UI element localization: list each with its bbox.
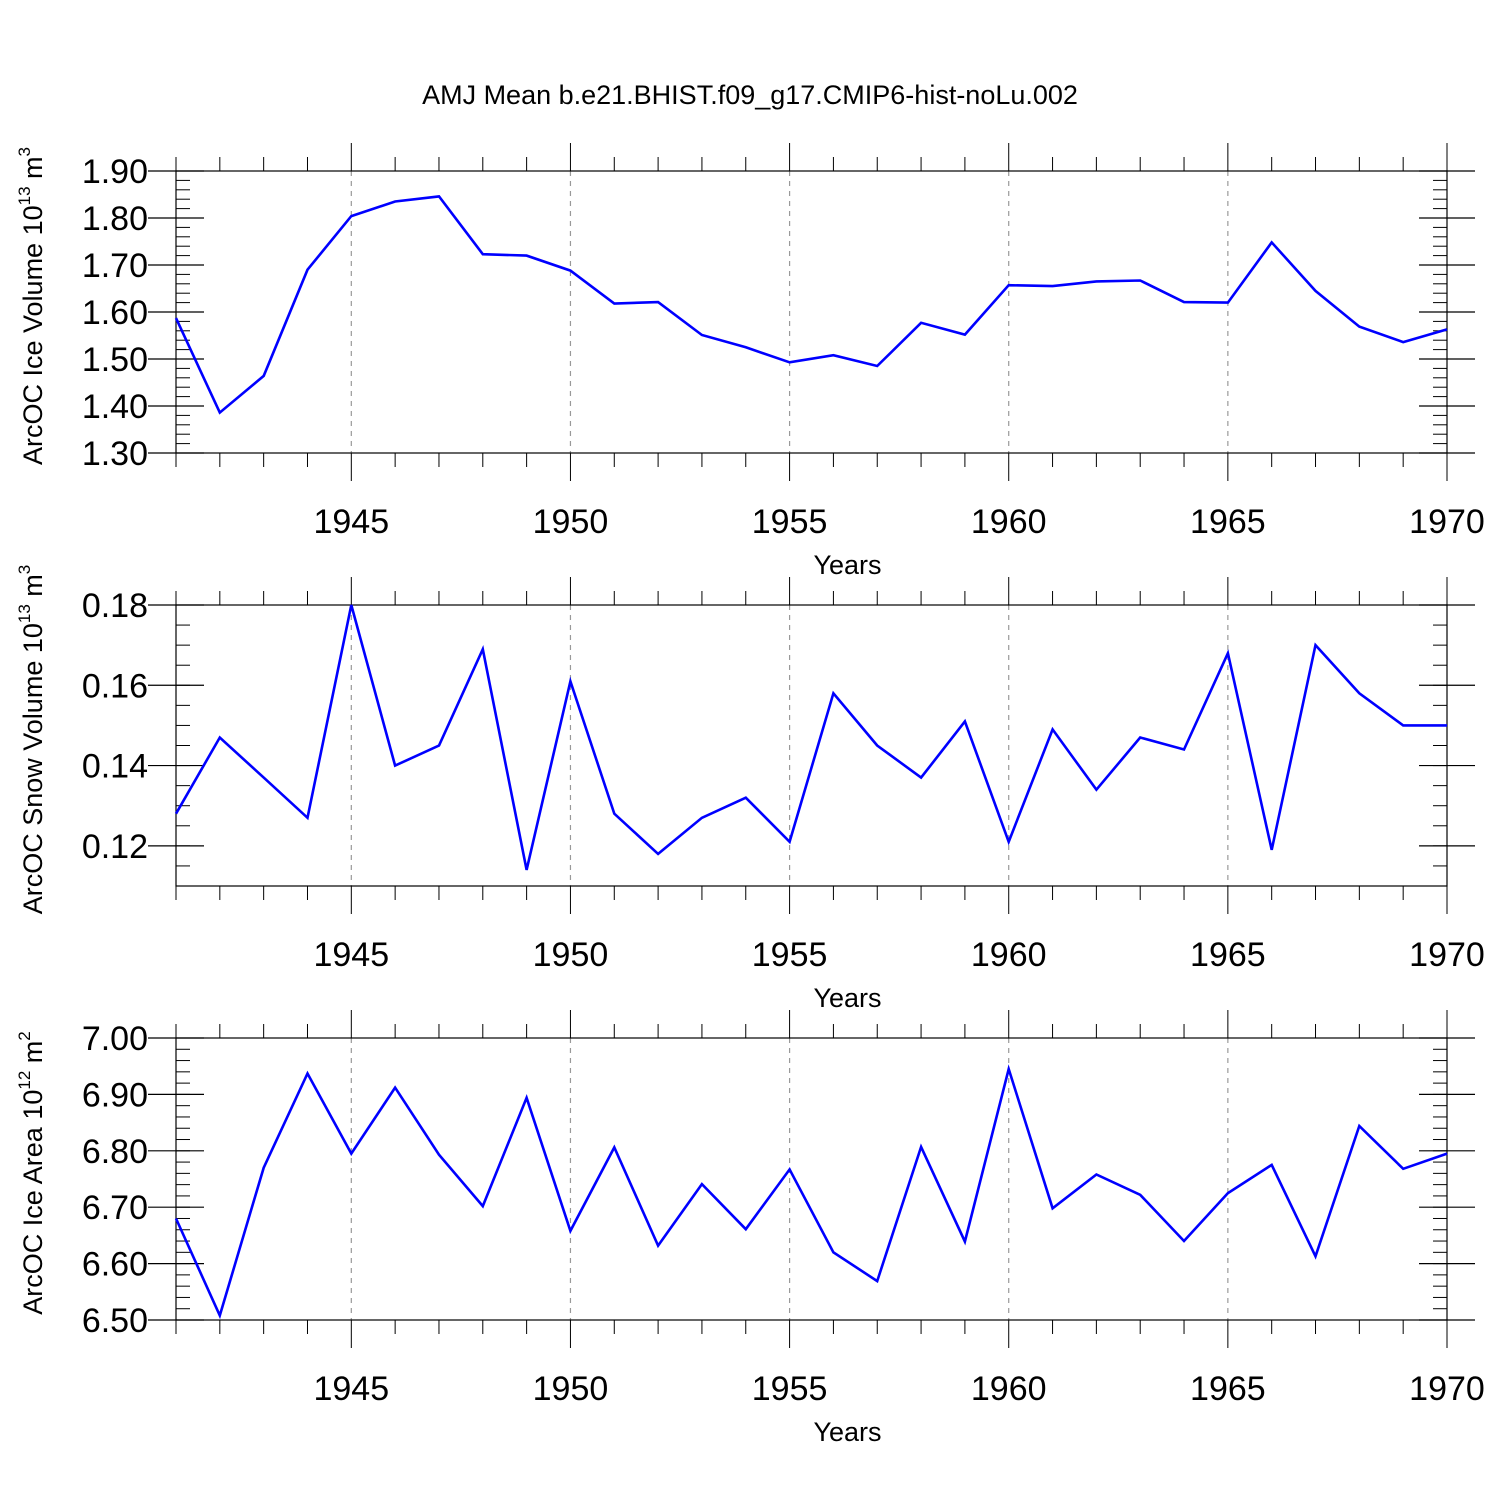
y-tick-label: 7.00: [82, 1020, 148, 1058]
y-tick-label: 1.40: [82, 388, 148, 426]
panels-container: 1.30 1.40 1.50 1.60 1.70 1.80 1.90 1945 1950 1955…: [15, 143, 1485, 1447]
x-tick-label: 1965: [1190, 503, 1266, 541]
y-tick-label: 1.70: [82, 247, 148, 285]
y-tick-label: 0.14: [82, 748, 148, 786]
y-tick-label: 1.50: [82, 341, 148, 379]
x-tick-label: 1950: [533, 1370, 609, 1408]
series-line: [174, 604, 1447, 871]
x-tick-label: 1970: [1409, 1370, 1485, 1408]
x-tick-label: 1960: [971, 1370, 1047, 1408]
x-tick-label: 1950: [533, 503, 609, 541]
x-tick-label: 1970: [1409, 936, 1485, 974]
y-axis-label: ArcOC Snow Volume 1013 m3: [15, 565, 48, 915]
y-tick-label: 1.30: [82, 435, 148, 473]
y-tick-label: 1.60: [82, 294, 148, 332]
y-axis-label: ArcOC Ice Volume 1013 m3: [15, 147, 48, 465]
x-axis-label: Years: [813, 1417, 881, 1447]
y-tick-label: 1.90: [82, 153, 148, 191]
x-axis-label: Years: [813, 550, 881, 580]
y-tick-label: 0.18: [82, 587, 148, 625]
panel-1: 1.30 1.40 1.50 1.60 1.70 1.80 1.90 1945 1950 1955…: [15, 143, 1485, 580]
x-tick-label: 1955: [752, 1370, 828, 1408]
x-tick-label: 1945: [313, 503, 389, 541]
x-tick-label: 1955: [752, 936, 828, 974]
y-tick-label: 0.12: [82, 828, 148, 866]
x-tick-label: 1950: [533, 936, 609, 974]
figure-title: AMJ Mean b.e21.BHIST.f09_g17.CMIP6-hist-…: [422, 80, 1078, 110]
panel-2: 0.12 0.14 0.16 0.18 1945 1950 1955 1960 1965 1970…: [15, 565, 1485, 1013]
series-line: [174, 1064, 1448, 1320]
x-tick-label: 1960: [971, 503, 1047, 541]
plot-frame: [175, 604, 1448, 887]
x-tick-label: 1965: [1190, 936, 1266, 974]
x-tick-label: 1965: [1190, 1370, 1266, 1408]
plot-frame: [175, 1037, 1448, 1321]
y-axis-label: ArcOC Ice Area 1012 m2: [15, 1031, 48, 1315]
y-tick-label: 6.60: [82, 1246, 148, 1284]
y-tick-label: 6.50: [82, 1302, 148, 1340]
x-tick-label: 1960: [971, 936, 1047, 974]
series-line: [174, 195, 1448, 415]
x-axis-label: Years: [813, 983, 881, 1013]
x-tick-label: 1945: [313, 936, 389, 974]
y-tick-label: 6.70: [82, 1189, 148, 1227]
plot-frame: [175, 170, 1448, 454]
y-tick-label: 1.80: [82, 200, 148, 238]
panel-3: 6.50 6.60 6.70 6.80 6.90 7.00 1945 1950 1955 1960…: [15, 1010, 1485, 1447]
y-tick-label: 0.16: [82, 667, 148, 705]
x-tick-label: 1945: [313, 1370, 389, 1408]
x-tick-label: 1955: [752, 503, 828, 541]
y-tick-label: 6.90: [82, 1076, 148, 1114]
x-tick-label: 1970: [1409, 503, 1485, 541]
y-tick-label: 6.80: [82, 1133, 148, 1171]
